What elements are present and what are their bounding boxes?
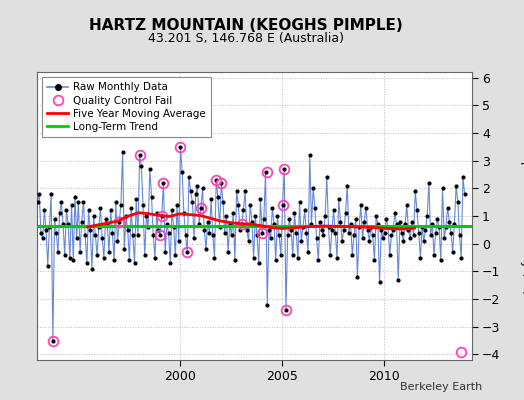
Raw Monthly Data — [462, 192, 468, 196]
Quality Control Fail — [218, 180, 224, 185]
Five Year Moving Average — [125, 214, 132, 218]
Five Year Moving Average — [166, 214, 172, 219]
Raw Monthly Data — [455, 200, 461, 204]
Five Year Moving Average — [177, 211, 183, 216]
Five Year Moving Average — [258, 223, 265, 228]
Five Year Moving Average — [340, 224, 346, 229]
Quality Control Fail — [238, 222, 245, 227]
Raw Monthly Data — [376, 280, 383, 285]
Quality Control Fail — [283, 308, 289, 312]
Quality Control Fail — [281, 166, 287, 171]
Quality Control Fail — [177, 144, 183, 149]
Five Year Moving Average — [279, 226, 285, 231]
Five Year Moving Average — [330, 224, 336, 229]
Five Year Moving Average — [136, 210, 142, 215]
Line: Five Year Moving Average: Five Year Moving Average — [88, 213, 414, 229]
Quality Control Fail — [259, 230, 265, 235]
Y-axis label: Temperature Anomaly (°C): Temperature Anomaly (°C) — [520, 137, 524, 295]
Five Year Moving Average — [105, 220, 111, 225]
Five Year Moving Average — [320, 224, 326, 228]
Raw Monthly Data — [337, 219, 344, 224]
Five Year Moving Average — [197, 213, 203, 218]
Quality Control Fail — [116, 219, 123, 224]
Raw Monthly Data — [43, 228, 49, 232]
Five Year Moving Average — [207, 216, 213, 221]
Five Year Moving Average — [309, 224, 315, 229]
Five Year Moving Average — [380, 226, 387, 230]
Quality Control Fail — [157, 233, 163, 238]
Quality Control Fail — [213, 178, 220, 182]
Five Year Moving Average — [238, 221, 244, 226]
Quality Control Fail — [184, 250, 190, 254]
Five Year Moving Average — [146, 211, 152, 216]
Five Year Moving Average — [217, 218, 224, 223]
Five Year Moving Average — [227, 220, 234, 225]
Quality Control Fail — [136, 153, 143, 158]
Five Year Moving Average — [289, 226, 295, 230]
Five Year Moving Average — [187, 212, 193, 217]
Five Year Moving Average — [401, 227, 407, 232]
Five Year Moving Average — [411, 226, 418, 230]
Five Year Moving Average — [299, 225, 305, 230]
Quality Control Fail — [160, 180, 167, 185]
Quality Control Fail — [458, 349, 464, 354]
Five Year Moving Average — [370, 225, 377, 230]
Raw Monthly Data — [310, 186, 316, 191]
Legend: Raw Monthly Data, Quality Control Fail, Five Year Moving Average, Long-Term Tren: Raw Monthly Data, Quality Control Fail, … — [42, 77, 211, 137]
Five Year Moving Average — [268, 225, 275, 230]
Five Year Moving Average — [360, 225, 366, 230]
Quality Control Fail — [198, 205, 204, 210]
Quality Control Fail — [159, 214, 165, 218]
Quality Control Fail — [279, 202, 286, 207]
Line: Quality Control Fail: Quality Control Fail — [48, 142, 466, 356]
Quality Control Fail — [50, 338, 56, 343]
Five Year Moving Average — [84, 225, 91, 230]
Text: HARTZ MOUNTAIN (KEOGHS PIMPLE): HARTZ MOUNTAIN (KEOGHS PIMPLE) — [90, 18, 403, 33]
Five Year Moving Average — [391, 226, 397, 231]
Five Year Moving Average — [248, 222, 254, 227]
Text: Berkeley Earth: Berkeley Earth — [400, 382, 482, 392]
Quality Control Fail — [264, 169, 270, 174]
Raw Monthly Data — [163, 222, 170, 227]
Text: 43.201 S, 146.768 E (Australia): 43.201 S, 146.768 E (Australia) — [148, 32, 344, 45]
Raw Monthly Data — [35, 200, 41, 204]
Raw Monthly Data — [177, 144, 183, 149]
Five Year Moving Average — [95, 222, 101, 227]
Five Year Moving Average — [350, 224, 356, 229]
Raw Monthly Data — [50, 338, 56, 343]
Five Year Moving Average — [115, 218, 122, 223]
Line: Raw Monthly Data: Raw Monthly Data — [38, 147, 465, 341]
Five Year Moving Average — [156, 213, 162, 218]
